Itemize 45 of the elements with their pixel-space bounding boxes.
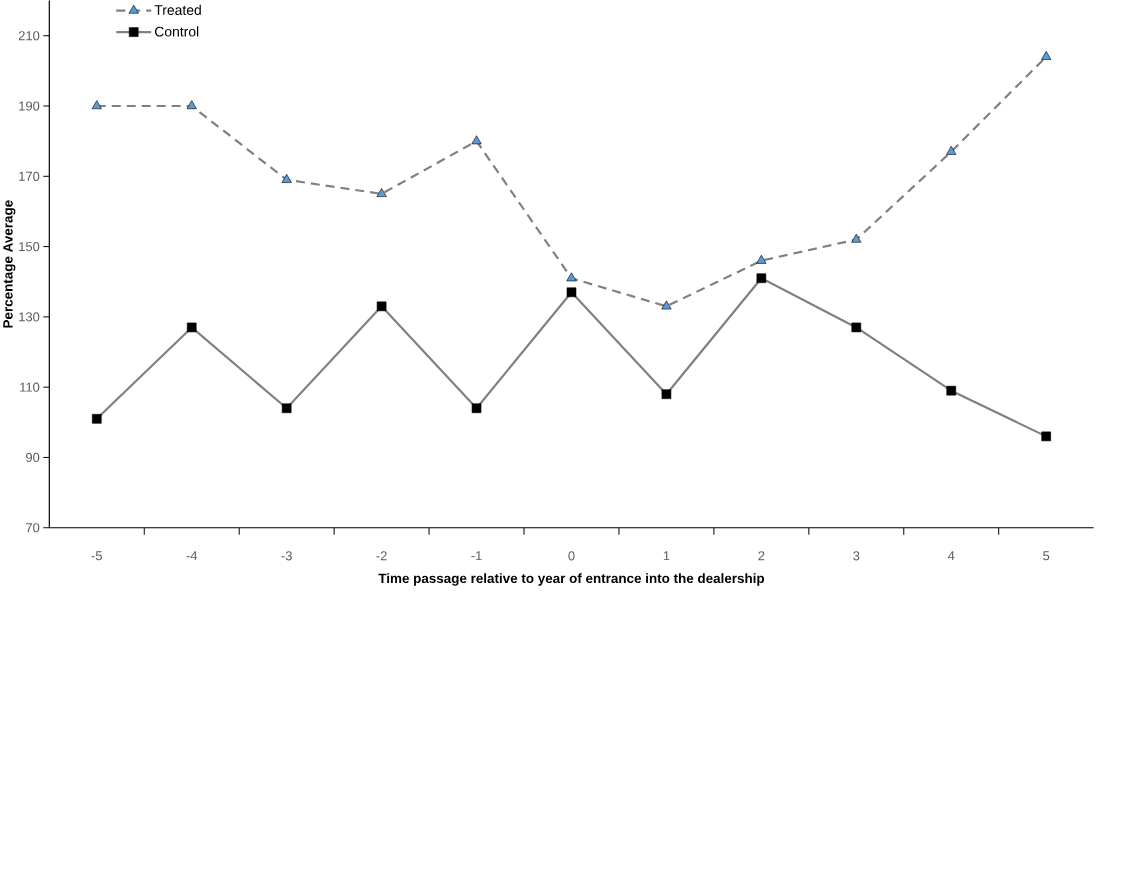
x-tick-label: -1 — [471, 551, 482, 561]
legend-label: Treated — [154, 4, 201, 16]
x-tick-label: 2 — [758, 551, 765, 561]
y-tick-label: 190 — [19, 101, 40, 111]
x-tick-label: -5 — [91, 551, 102, 561]
point — [471, 135, 482, 145]
point — [281, 403, 292, 414]
point — [566, 272, 577, 282]
point — [756, 273, 767, 284]
point — [851, 233, 862, 243]
y-tick-label: 150 — [19, 242, 40, 252]
point — [1041, 431, 1051, 442]
point — [91, 414, 102, 424]
x-tick-label: 1 — [663, 551, 670, 561]
y-tick-label: 130 — [19, 312, 40, 322]
point — [281, 174, 292, 184]
y-axis-title: Percentage Average — [3, 200, 16, 328]
legend-label: Control — [154, 26, 199, 37]
point — [186, 322, 197, 333]
point — [661, 300, 672, 310]
point — [1041, 51, 1052, 61]
x-axis-title: Time passage relative to year of entrance into the dealership — [378, 573, 765, 586]
point — [661, 389, 672, 400]
point — [376, 301, 387, 312]
y-tick-label: 110 — [20, 382, 40, 392]
point — [91, 100, 102, 110]
x-tick-label: 4 — [947, 551, 955, 561]
point — [851, 322, 862, 333]
y-tick-label: 210 — [18, 31, 40, 41]
point — [186, 100, 197, 110]
y-tick-label: 70 — [26, 523, 40, 533]
x-tick-label: -4 — [186, 551, 198, 561]
point — [471, 403, 482, 414]
y-tick-label: 90 — [26, 453, 40, 463]
x-tick-label: 3 — [853, 551, 860, 561]
y-tick-label: 170 — [19, 171, 40, 182]
point — [946, 146, 957, 155]
point — [376, 188, 387, 198]
point — [566, 287, 577, 298]
point — [756, 255, 767, 264]
x-tick-label: -2 — [376, 551, 387, 561]
x-tick-label: -3 — [281, 551, 292, 561]
x-tick-label: 5 — [1043, 551, 1050, 561]
point — [946, 386, 957, 396]
x-tick-label: 0 — [568, 551, 575, 561]
